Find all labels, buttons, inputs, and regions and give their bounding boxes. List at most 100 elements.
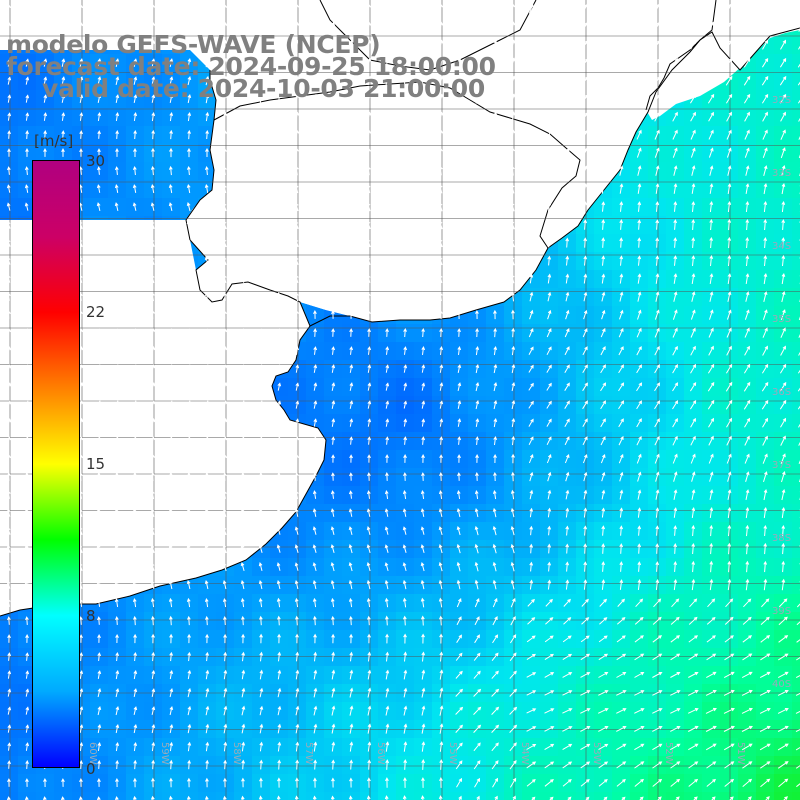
wind-cell: [72, 792, 90, 800]
wind-arrow: [204, 597, 209, 608]
wind-arrow: [133, 669, 138, 680]
wind-arrow: [7, 688, 12, 697]
wind-arrow: [313, 39, 318, 50]
wind-arrow: [778, 616, 788, 626]
wind-cell: [504, 792, 522, 800]
wind-arrow: [655, 183, 660, 194]
wind-arrow: [132, 274, 137, 284]
wind-cell: [792, 468, 800, 486]
wind-arrow: [348, 274, 353, 284]
wind-arrow: [493, 453, 497, 464]
wind-arrow: [96, 580, 101, 590]
wind-arrow: [492, 291, 497, 302]
wind-arrow: [294, 508, 299, 517]
wind-arrow: [583, 471, 588, 482]
wind-arrow: [186, 201, 191, 212]
wind-arrow: [795, 692, 800, 696]
wind-arrow: [79, 436, 84, 445]
wind-arrow: [241, 454, 245, 463]
wind-arrow: [403, 129, 408, 140]
wind-arrow: [705, 707, 717, 714]
lon-label: 57W: [303, 742, 314, 765]
wind-arrow: [150, 220, 155, 229]
wind-arrow: [133, 688, 138, 698]
wind-arrow: [132, 165, 137, 176]
wind-arrow: [675, 796, 680, 800]
wind-arrow: [619, 237, 624, 248]
wind-arrow: [636, 111, 642, 122]
lat-label: 32S: [772, 95, 792, 106]
wind-arrow: [511, 3, 515, 14]
wind-arrow: [438, 795, 443, 800]
wind-arrow: [671, 598, 680, 608]
wind-arrow: [205, 129, 209, 140]
wind-arrow: [259, 75, 264, 86]
wind-arrow: [277, 382, 282, 391]
wind-arrow: [349, 147, 353, 158]
wind-arrow: [780, 111, 786, 122]
wind-arrow: [277, 39, 282, 50]
wind-arrow: [25, 724, 30, 733]
wind-arrow: [546, 3, 552, 14]
wind-arrow: [546, 21, 552, 32]
wind-arrow: [726, 309, 732, 320]
wind-arrow: [745, 524, 750, 537]
wind-arrow: [457, 39, 462, 50]
wind-cell: [792, 450, 800, 468]
wind-arrow: [133, 309, 137, 320]
wind-arrow: [403, 418, 408, 427]
land-brazil: [536, 0, 800, 120]
wind-arrow: [475, 436, 480, 445]
wind-arrow: [687, 725, 699, 732]
wind-arrow: [330, 561, 335, 572]
wind-arrow: [781, 290, 786, 303]
wind-arrow: [204, 237, 209, 248]
wind-arrow: [511, 399, 516, 410]
wind-arrow: [97, 382, 102, 392]
wind-arrow: [510, 525, 515, 536]
wind-arrow: [295, 633, 299, 644]
wind-arrow: [562, 690, 573, 696]
wind-arrow: [402, 490, 407, 499]
wind-arrow: [24, 292, 29, 301]
wind-arrow: [169, 453, 173, 464]
wind-arrow: [601, 201, 606, 212]
wind-arrow: [673, 578, 678, 591]
wind-arrow: [349, 759, 354, 770]
wind-arrow: [564, 418, 570, 427]
wind-arrow: [331, 39, 336, 50]
wind-arrow: [295, 3, 299, 14]
wind-arrow: [726, 39, 733, 50]
wind-arrow: [438, 526, 443, 536]
wind-cell: [756, 792, 774, 800]
wind-arrow: [726, 327, 732, 338]
wind-arrow: [439, 111, 444, 122]
wind-arrow: [745, 183, 750, 194]
wind-arrow: [781, 272, 786, 285]
wind-arrow: [634, 635, 644, 643]
wind-arrow: [187, 651, 192, 662]
wind-arrow: [313, 705, 318, 716]
wind-arrow: [778, 635, 789, 643]
wind-arrow: [655, 489, 660, 500]
wind-arrow: [618, 382, 625, 392]
wind-arrow: [24, 544, 29, 553]
wind-arrow: [241, 472, 245, 481]
wind-arrow: [79, 382, 84, 392]
wind-arrow: [24, 184, 29, 193]
wind-arrow: [151, 633, 155, 644]
wind-cell: [774, 792, 792, 800]
wind-arrow: [600, 21, 606, 32]
wind-arrow: [420, 219, 425, 230]
wind-arrow: [545, 598, 553, 607]
wind-arrow: [637, 291, 642, 302]
wind-arrow: [133, 633, 137, 644]
wind-arrow: [421, 633, 425, 644]
wind-arrow: [259, 472, 263, 481]
wind-arrow: [186, 256, 191, 266]
wind-arrow: [744, 453, 750, 464]
wind-arrow: [114, 292, 119, 301]
wind-arrow: [780, 435, 786, 446]
wind-arrow: [654, 93, 661, 104]
